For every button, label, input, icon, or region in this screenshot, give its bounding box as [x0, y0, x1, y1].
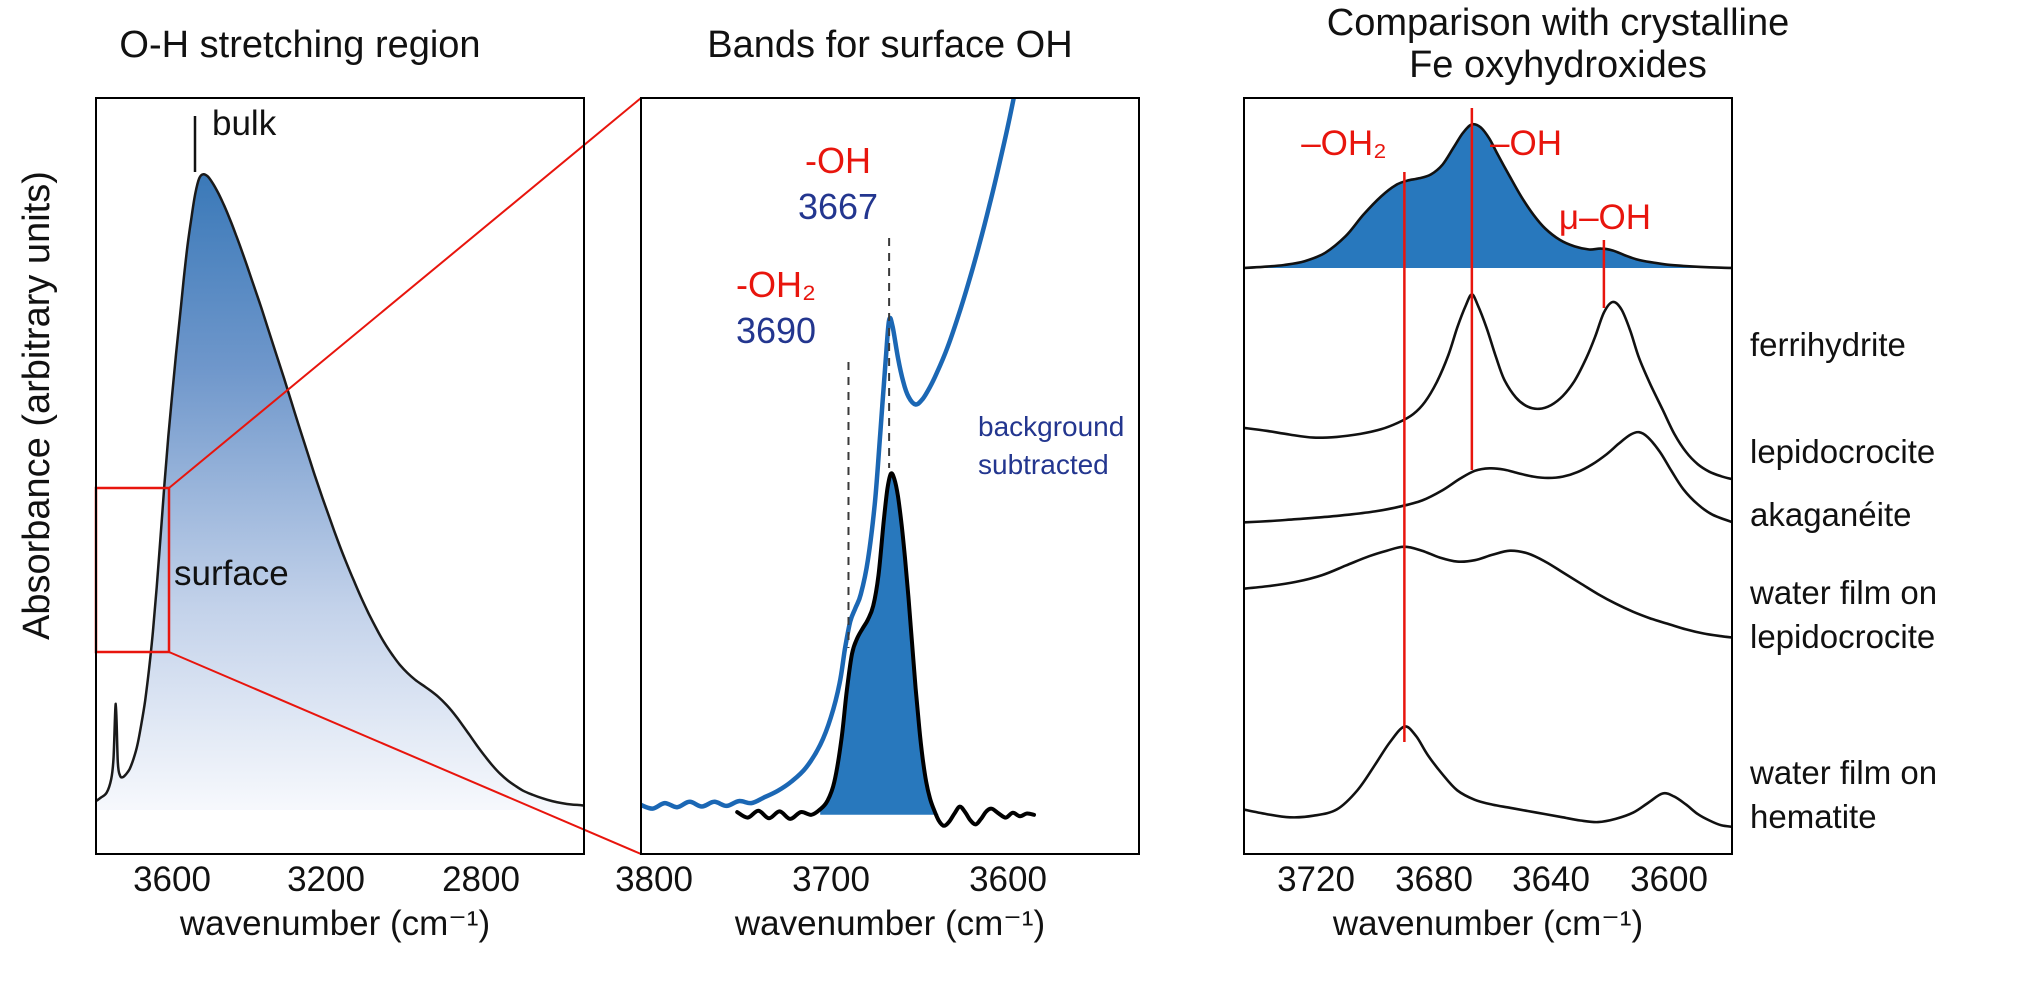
mineral-label-water-film-hematite-line1: water film on: [1750, 754, 1938, 791]
background-subtracted-curve: [735, 471, 1036, 828]
mineral-label-water-film-lepidocrocite-line2: lepidocrocite: [1750, 618, 1936, 655]
axis-tick-label: 3640: [1512, 860, 1590, 899]
ferrihydrite-fill: [1245, 124, 1731, 268]
lepidocrocite-curve: [1245, 293, 1731, 481]
measured-spectrum-curve: [642, 99, 1016, 811]
oh2-band-label-p3: –OH₂: [1301, 124, 1387, 163]
O-H-stretching-spectrum-curve: [97, 172, 583, 807]
mu-oh-band-label-p3: μ–OH: [1558, 198, 1652, 237]
oh2-band-label: -OH₂: [736, 264, 816, 305]
y-axis-label: Absorbance (arbitrary units): [16, 171, 58, 640]
x-axis-label-p2: wavenumber (cm⁻¹): [734, 904, 1046, 943]
axis-tick-label: 3700: [792, 860, 870, 899]
axis-tick-label: 3600: [969, 860, 1047, 899]
axis-tick-label: 3600: [133, 860, 211, 899]
surface-annotation: surface: [174, 554, 289, 593]
panel3-title-line2: Fe oxyhydroxides: [1409, 44, 1707, 86]
axis-tick-label: 3800: [615, 860, 693, 899]
oh-band-label-p3: –OH: [1490, 124, 1562, 163]
mineral-label-water-film-hematite-line2: hematite: [1750, 798, 1877, 835]
panel-surface-oh-box: [640, 97, 1140, 855]
oh-band-label: -OH: [805, 140, 871, 181]
panel-oh-stretching-box: [95, 97, 585, 855]
axis-tick-label: 3720: [1277, 860, 1355, 899]
panel1-title: O-H stretching region: [119, 24, 481, 66]
mineral-label-ferrihydrite: ferrihydrite: [1750, 326, 1906, 363]
x-axis-label-p3: wavenumber (cm⁻¹): [1332, 904, 1644, 943]
background-subtracted-note-line2: subtracted: [978, 449, 1109, 480]
background-subtracted-fill: [820, 473, 939, 815]
O-H-stretching-spectrum-fill: [97, 174, 583, 810]
water-film-on-lepidocrocite-curve: [1245, 545, 1731, 639]
fe_oxyhydroxides-plot-area: [1245, 122, 1731, 828]
axis-tick-label: 2800: [442, 860, 520, 899]
mineral-label-water-film-lepidocrocite-line1: water film on: [1750, 574, 1938, 611]
panel2-title: Bands for surface OH: [707, 24, 1073, 66]
zoom-connector-line: [168, 651, 642, 855]
axis-tick-label: 3680: [1395, 860, 1473, 899]
oh2-band-wavenumber: 3690: [735, 310, 817, 351]
zoom-connector-line: [168, 97, 642, 489]
panel-fe-oxyhydroxides-box: [1243, 97, 1733, 855]
surface_oh_bands-plot-area: [642, 99, 1036, 828]
panel3-title-line1: Comparison with crystalline: [1326, 2, 1790, 44]
mineral-label-lepidocrocite: lepidocrocite: [1750, 433, 1936, 470]
oh-band-wavenumber: 3667: [797, 186, 879, 227]
background-subtracted-note-line1: background: [978, 411, 1125, 442]
oh_stretching-plot-area: [97, 172, 583, 810]
mineral-label-akaganeite: akaganéite: [1750, 496, 1912, 533]
bulk-annotation: bulk: [212, 104, 277, 143]
akaganéite-curve: [1245, 430, 1731, 524]
water-film-on-hematite-curve: [1245, 725, 1731, 828]
ferrihydrite-curve: [1245, 122, 1731, 270]
x-axis-label-p1: wavenumber (cm⁻¹): [179, 904, 491, 943]
axis-tick-label: 3600: [1630, 860, 1708, 899]
axis-tick-label: 3200: [287, 860, 365, 899]
